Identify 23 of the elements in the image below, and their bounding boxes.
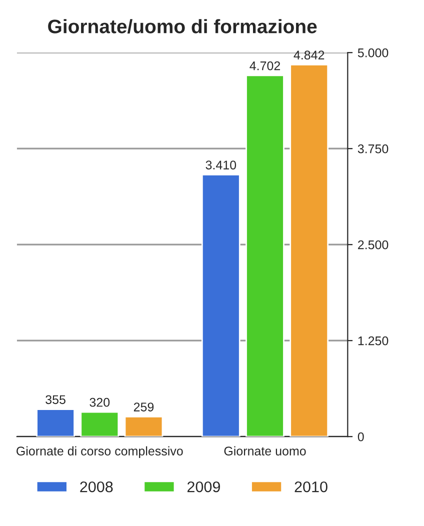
bar: [80, 411, 120, 437]
y-tick-label: 1.250: [358, 336, 388, 346]
legend-label: 2009: [187, 481, 220, 492]
legend-label: 2008: [80, 481, 113, 492]
legend-label: 2010: [294, 481, 328, 492]
bar: [290, 64, 329, 437]
y-tick-label: 2.500: [358, 240, 388, 250]
y-tick-label: 5.000: [358, 48, 388, 58]
data-label: 355: [46, 395, 66, 404]
bar: [124, 416, 164, 437]
x-tick-label: Giornate uomo: [224, 446, 306, 456]
data-label: 4.702: [250, 61, 280, 70]
bar: [201, 174, 240, 437]
bar: [36, 408, 75, 437]
data-label: 3.410: [206, 160, 236, 170]
y-tick-label: 3.750: [358, 144, 388, 154]
y-tick-label: 0: [358, 432, 364, 442]
data-label: 320: [90, 398, 110, 407]
data-label: 259: [134, 402, 154, 412]
bar: [246, 74, 284, 437]
data-label: 4.842: [294, 50, 324, 60]
x-tick-label: Giornate di corso complessivo: [16, 446, 183, 458]
chart-title: Giornate/uomo di formazione: [48, 19, 317, 34]
